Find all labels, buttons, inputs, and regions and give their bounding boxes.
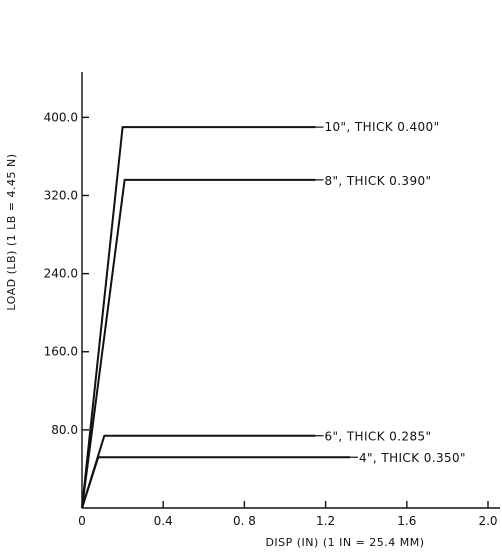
y-tick-label: 320.0 <box>44 188 78 202</box>
x-tick-label: 1.6 <box>397 514 416 528</box>
series-line <box>81 434 316 509</box>
x-tick-label: 0. 8 <box>233 514 256 528</box>
series-label: 4", THICK 0.350" <box>359 451 466 465</box>
series-label: 8", THICK 0.390" <box>324 174 431 188</box>
x-tick-label: 2.0 <box>478 514 497 528</box>
series-label: 10", THICK 0.400" <box>324 120 439 134</box>
y-axis-title: LOAD (LB) (1 LB = 4.45 N) <box>5 153 18 310</box>
series-label: 6", THICK 0.285" <box>324 430 431 444</box>
y-tick-label: 160.0 <box>44 345 78 359</box>
y-ticks: 80.0 160.0 240.0 320.0 400.0 <box>44 110 89 437</box>
x-tick-label: 0.4 <box>154 514 173 528</box>
x-axis-title: DISP (IN) (1 IN = 25.4 MM) <box>265 536 424 549</box>
series-line <box>81 456 350 509</box>
y-tick-label: 80.0 <box>51 423 78 437</box>
series-line <box>81 178 316 509</box>
x-tick-label: 0 <box>78 514 86 528</box>
series-labels: 10", THICK 0.400" 8", THICK 0.390" 6", THI… <box>315 120 466 465</box>
axes <box>81 72 500 509</box>
y-tick-label: 400.0 <box>44 110 78 124</box>
series-lines <box>81 126 350 509</box>
x-ticks: 0 0.4 0. 8 1.2 1.6 2.0 <box>78 501 498 528</box>
x-tick-label: 1.2 <box>316 514 335 528</box>
y-tick-label: 240.0 <box>44 267 78 281</box>
series-line <box>81 126 316 509</box>
